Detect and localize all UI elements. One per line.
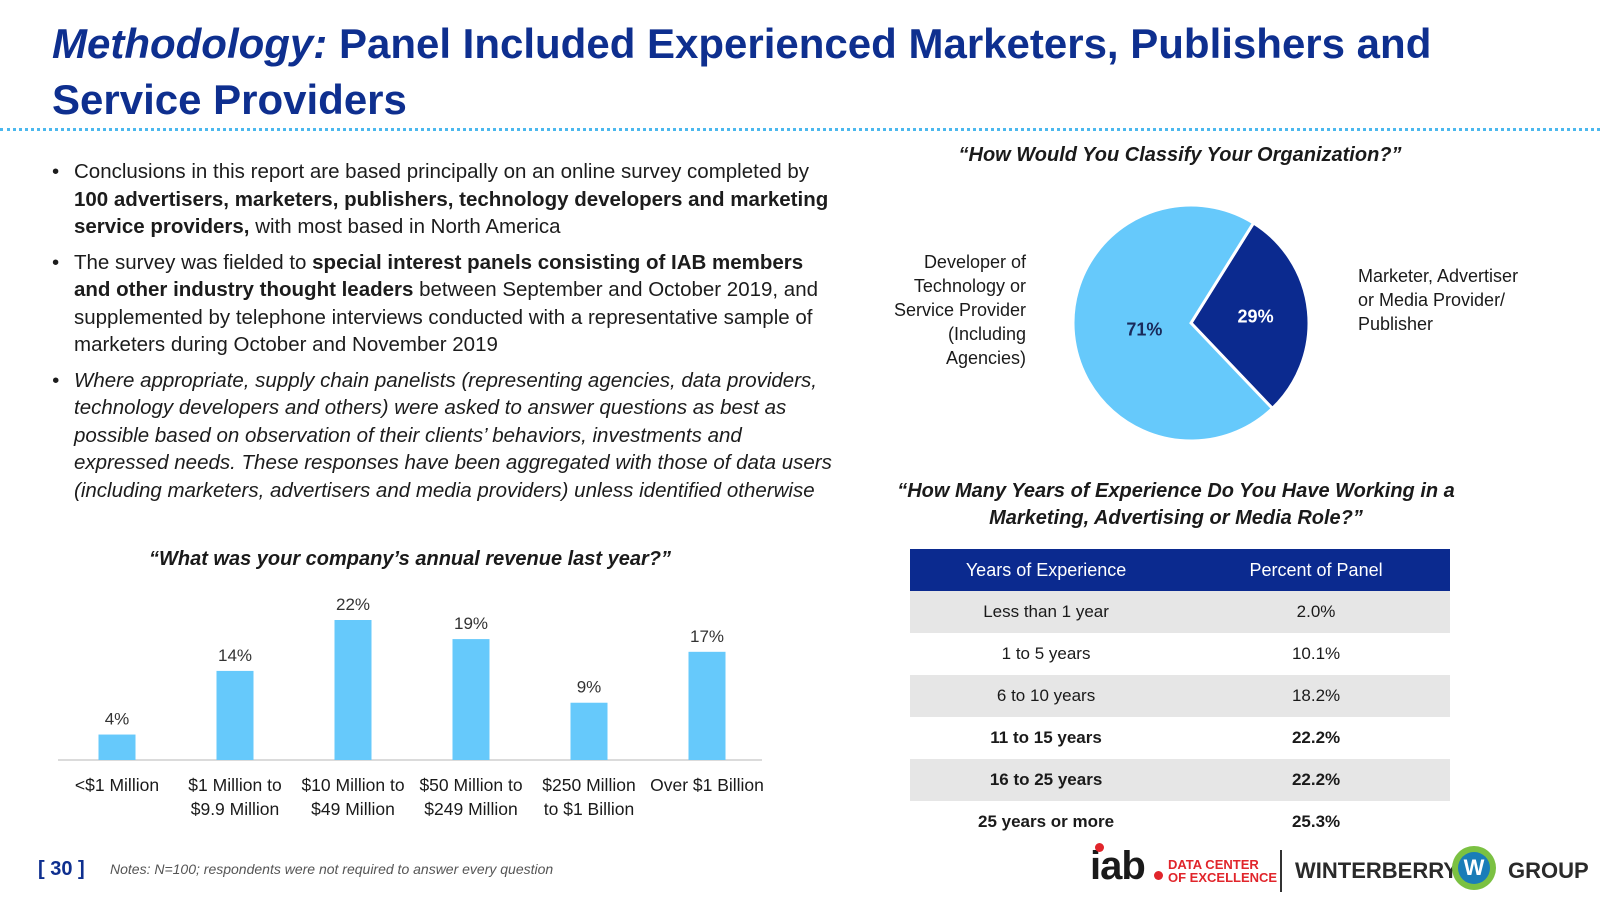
classify-pie-svg: 29% 71% xyxy=(1071,203,1311,443)
title-italic: Methodology: xyxy=(52,20,328,67)
bullet-1-text-end: with most based in North America xyxy=(249,215,561,238)
category-label: $10 Million to xyxy=(301,775,404,795)
page-title: Methodology: Panel Included Experienced … xyxy=(52,16,1552,128)
data-center-logo: DATA CENTER OF EXCELLENCE xyxy=(1168,858,1277,884)
experience-question: “How Many Years of Experience Do You Hav… xyxy=(897,480,1455,529)
iab-logo-dot xyxy=(1095,843,1104,852)
table-header-row: Years of Experience Percent of Panel xyxy=(910,549,1450,591)
percent-cell: 25.3% xyxy=(1291,812,1341,831)
revenue-bar xyxy=(216,670,254,760)
category-label: to $1 Billion xyxy=(544,799,634,819)
bullet-3: Where appropriate, supply chain panelist… xyxy=(50,367,840,505)
revenue-bar-chart: 4% <$1 Million 14% $1 Million to $9.9 Millio… xyxy=(50,590,790,840)
footnote: Notes: N=100; respondents were not requi… xyxy=(110,861,554,877)
table-row: 11 to 15 years 22.2% xyxy=(910,717,1450,759)
classify-question: “How Would You Classify Your Organizatio… xyxy=(958,144,1402,166)
winterberry-w-icon: W xyxy=(1452,846,1496,890)
years-cell: Less than 1 year xyxy=(910,591,1183,633)
revenue-bar xyxy=(570,702,608,760)
revenue-bar-svg: 4% <$1 Million 14% $1 Million to $9.9 Millio… xyxy=(58,595,764,819)
bullet-2-text-end: between September and October 2019, and … xyxy=(74,278,819,356)
revenue-bar xyxy=(334,620,372,760)
dotted-divider xyxy=(0,128,1600,131)
percent-cell: 22.2% xyxy=(1182,759,1450,801)
pie-slice-marketer xyxy=(1189,220,1311,411)
category-label: $49 Million xyxy=(311,799,395,819)
pie-left-label: Developer of Technology or Service Provi… xyxy=(893,252,1026,368)
years-cell: 6 to 10 years xyxy=(910,675,1183,717)
category-label: $50 Million to xyxy=(419,775,522,795)
classify-pie-chart: 29% 71% xyxy=(1066,198,1316,448)
bullet-1-text: Conclusions in this report are based pri… xyxy=(74,160,809,183)
iab-logo-dot xyxy=(1154,871,1163,880)
experience-table: Years of Experience Percent of Panel Les… xyxy=(910,549,1450,843)
bullet-3-text: Where appropriate, supply chain panelist… xyxy=(74,368,832,502)
table-row: 6 to 10 years 18.2% xyxy=(910,675,1450,717)
pie-right-label: Marketer, Advertiser or Media Provider/ … xyxy=(1358,266,1519,334)
percent-cell: 10.1% xyxy=(1291,644,1341,663)
bullet-2: The survey was fielded to special intere… xyxy=(50,249,840,359)
methodology-bullets: Conclusions in this report are based pri… xyxy=(50,158,840,512)
table-row: 16 to 25 years 22.2% xyxy=(910,759,1450,801)
pie-value-label: 29% xyxy=(1238,306,1274,326)
percent-cell: 18.2% xyxy=(1182,675,1450,717)
bar-value-label: 22% xyxy=(336,595,370,614)
category-label: $9.9 Million xyxy=(191,799,280,819)
pie-slice-developer xyxy=(1071,203,1275,443)
category-label: $250 Million xyxy=(542,775,635,795)
page-number: [ 30 ] xyxy=(38,858,85,880)
pie-value-label: 71% xyxy=(1126,320,1162,340)
category-label: <$1 Million xyxy=(75,775,159,795)
bullet-1: Conclusions in this report are based pri… xyxy=(50,158,840,241)
bullet-1-bold: 100 advertisers, marketers, publishers, … xyxy=(74,187,829,239)
table-row: 25 years or more 25.3% xyxy=(910,801,1450,843)
iab-logo: iab xyxy=(1090,844,1146,888)
years-cell: 16 to 25 years xyxy=(910,759,1183,801)
percent-cell: 2.0% xyxy=(1182,591,1450,633)
bar-value-label: 9% xyxy=(577,678,602,697)
logo-separator xyxy=(1280,850,1282,892)
table-row: Less than 1 year 2.0% xyxy=(910,591,1450,633)
bullet-2-text: The survey was fielded to xyxy=(74,250,313,274)
footer-logos: iab DATA CENTER OF EXCELLENCE WINTERBERR… xyxy=(1090,843,1590,894)
revenue-bar xyxy=(452,639,490,760)
revenue-bar xyxy=(688,651,726,760)
winterberry-wordmark: WINTERBERRY xyxy=(1295,858,1458,883)
table-row: 1 to 5 years 10.1% xyxy=(910,633,1450,675)
revenue-question: “What was your company’s annual revenue … xyxy=(148,548,672,570)
header-years: Years of Experience xyxy=(910,549,1183,591)
group-wordmark: GROUP xyxy=(1508,858,1589,883)
bar-value-label: 4% xyxy=(105,710,130,729)
years-cell: 25 years or more xyxy=(978,812,1115,831)
revenue-bar xyxy=(98,734,136,760)
category-label: $249 Million xyxy=(424,799,517,819)
title-main: Panel Included Experienced Marketers, Pu… xyxy=(52,20,1432,123)
bar-value-label: 14% xyxy=(218,646,252,665)
dce-line-1: DATA CENTER xyxy=(1168,857,1259,872)
years-cell: 11 to 15 years xyxy=(990,728,1102,747)
category-label: Over $1 Billion xyxy=(650,775,764,795)
w-letter: W xyxy=(1458,852,1490,884)
header-percent: Percent of Panel xyxy=(1182,549,1450,591)
bullet-2-bold: special interest panels consisting of IA… xyxy=(74,250,804,302)
bar-value-label: 19% xyxy=(454,614,488,633)
years-cell: 1 to 5 years xyxy=(1001,644,1091,663)
bar-value-label: 17% xyxy=(690,627,724,646)
dce-line-2: OF EXCELLENCE xyxy=(1168,870,1278,885)
percent-cell: 22.2% xyxy=(1291,728,1341,747)
category-label: $1 Million to xyxy=(188,775,281,795)
